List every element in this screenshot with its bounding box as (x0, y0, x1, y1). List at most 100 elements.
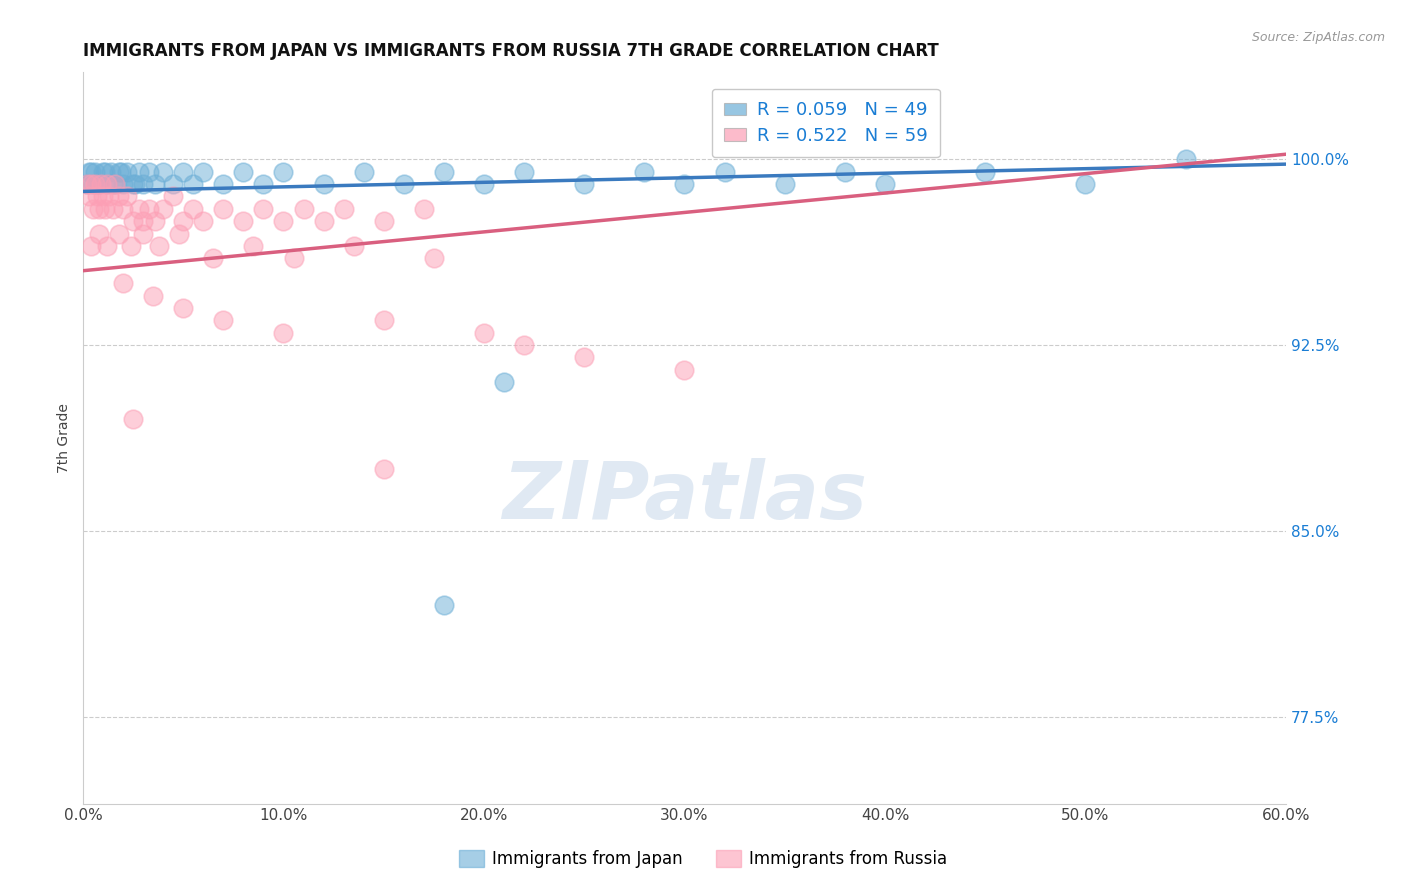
Point (94, 164, 117, 178)
Point (91, 164, 114, 178)
Point (873, 177, 896, 191)
Point (152, 164, 174, 178)
Point (312, 177, 335, 191)
Point (132, 214, 155, 228)
Point (84, 177, 107, 191)
Point (115, 164, 138, 178)
Point (82, 202, 104, 216)
Point (273, 326, 295, 340)
Point (86, 189, 108, 203)
Text: Source: ZipAtlas.com: Source: ZipAtlas.com (1251, 31, 1385, 45)
Point (84, 164, 107, 178)
Point (773, 177, 796, 191)
Point (120, 239, 142, 253)
Point (143, 214, 166, 228)
Point (193, 214, 215, 228)
Point (172, 164, 194, 178)
Point (90, 177, 112, 191)
Point (142, 288, 165, 302)
Point (212, 202, 235, 216)
Point (1074, 177, 1097, 191)
Point (112, 202, 135, 216)
Point (373, 462, 395, 476)
Point (212, 313, 235, 327)
Point (513, 164, 536, 178)
Point (252, 177, 274, 191)
Point (138, 202, 160, 216)
Point (273, 164, 295, 178)
Point (181, 202, 204, 216)
Point (98, 189, 121, 203)
Point (76, 177, 98, 191)
Point (242, 239, 264, 253)
Point (673, 177, 696, 191)
Point (138, 164, 160, 178)
Point (433, 164, 456, 178)
Point (132, 227, 155, 241)
Point (353, 164, 375, 178)
Point (232, 214, 254, 228)
Point (292, 202, 315, 216)
Point (122, 412, 145, 426)
Point (87, 227, 110, 241)
Point (283, 252, 305, 266)
Point (162, 189, 184, 203)
Point (80, 164, 103, 178)
Point (312, 214, 335, 228)
Point (80, 239, 103, 253)
Point (110, 164, 132, 178)
Point (373, 313, 395, 327)
Point (132, 177, 155, 191)
Point (87, 177, 110, 191)
Point (332, 202, 354, 216)
Point (104, 177, 127, 191)
Point (343, 239, 366, 253)
Point (100, 164, 122, 178)
Point (96, 177, 118, 191)
Point (202, 252, 225, 266)
Point (87, 202, 110, 216)
Point (108, 189, 131, 203)
Point (492, 376, 515, 390)
Point (373, 214, 395, 228)
Point (167, 227, 190, 241)
Point (77, 164, 100, 178)
Point (101, 202, 124, 216)
Point (108, 227, 131, 241)
Point (172, 214, 194, 228)
Point (633, 164, 655, 178)
Point (162, 177, 184, 191)
Point (834, 164, 856, 178)
Point (128, 164, 150, 178)
Point (232, 164, 254, 178)
Legend: Immigrants from Japan, Immigrants from Russia: Immigrants from Japan, Immigrants from R… (451, 843, 955, 875)
Point (574, 177, 596, 191)
Legend: R = 0.059   N = 49, R = 0.522   N = 59: R = 0.059 N = 49, R = 0.522 N = 59 (711, 89, 941, 157)
Point (94, 202, 117, 216)
Point (128, 202, 150, 216)
Point (513, 338, 536, 352)
Point (252, 202, 274, 216)
Point (574, 351, 596, 365)
Point (122, 177, 145, 191)
Point (392, 177, 415, 191)
Point (96, 177, 118, 191)
Point (148, 239, 170, 253)
Point (423, 252, 446, 266)
Point (86, 177, 108, 191)
Point (1174, 152, 1197, 166)
Point (472, 177, 495, 191)
Point (412, 202, 434, 216)
Point (472, 326, 495, 340)
Point (143, 177, 166, 191)
Text: IMMIGRANTS FROM JAPAN VS IMMIGRANTS FROM RUSSIA 7TH GRADE CORRELATION CHART: IMMIGRANTS FROM JAPAN VS IMMIGRANTS FROM… (83, 42, 939, 60)
Point (152, 202, 174, 216)
Point (124, 177, 146, 191)
Point (76, 177, 98, 191)
Point (273, 214, 295, 228)
Point (181, 177, 204, 191)
Point (104, 177, 127, 191)
Point (108, 164, 131, 178)
Point (122, 214, 145, 228)
Point (713, 164, 735, 178)
